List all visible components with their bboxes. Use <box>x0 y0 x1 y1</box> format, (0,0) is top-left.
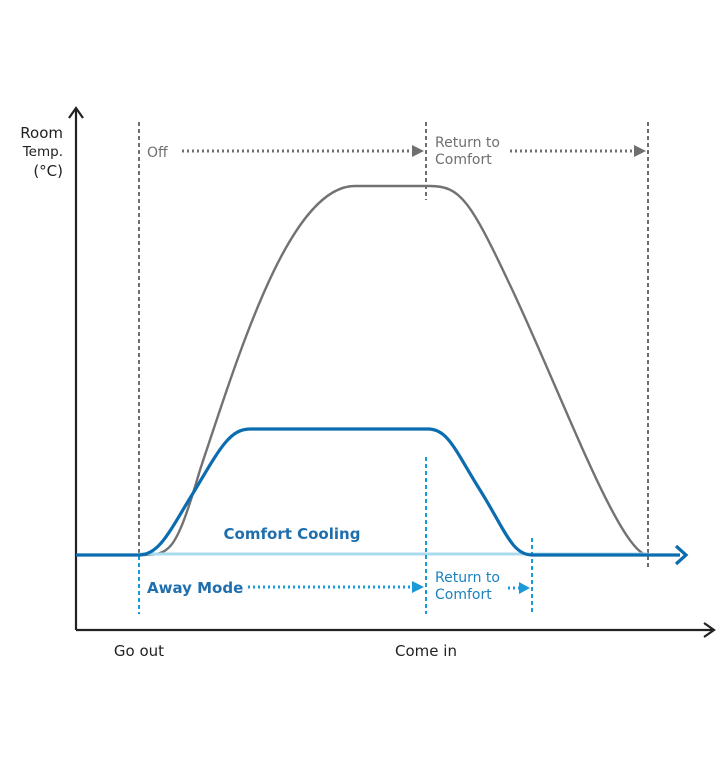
grey-return-label-line1: Return to <box>435 135 500 151</box>
away-mode-label: Away Mode <box>147 579 243 597</box>
grey-return-arrowhead-icon <box>634 145 646 157</box>
blue-return-label-line1: Return to <box>435 570 500 586</box>
off-label: Off <box>147 145 168 161</box>
away-mode-arrowhead-icon <box>412 581 424 593</box>
y-axis-arrow-icon <box>68 106 84 119</box>
blue-return-label-line2: Comfort <box>435 587 492 603</box>
y-axis-label-unit: (°C) <box>33 162 63 180</box>
x-axis-arrow-icon <box>703 622 716 638</box>
grey-return-label-line2: Comfort <box>435 152 492 168</box>
blue-curve-arrowhead-icon <box>674 544 689 566</box>
x-marker-go-out: Go out <box>114 642 164 660</box>
y-axis-label-room: Room <box>20 124 63 142</box>
comfort-cooling-label: Comfort Cooling <box>224 525 361 543</box>
blue-temperature-curve <box>76 427 680 557</box>
y-axis-label-temp: Temp. <box>22 144 63 160</box>
x-marker-come-in: Come in <box>395 642 457 660</box>
off-arrowhead-icon <box>412 145 424 157</box>
grey-temperature-curve <box>138 184 649 557</box>
blue-return-arrowhead-icon <box>519 582 530 594</box>
